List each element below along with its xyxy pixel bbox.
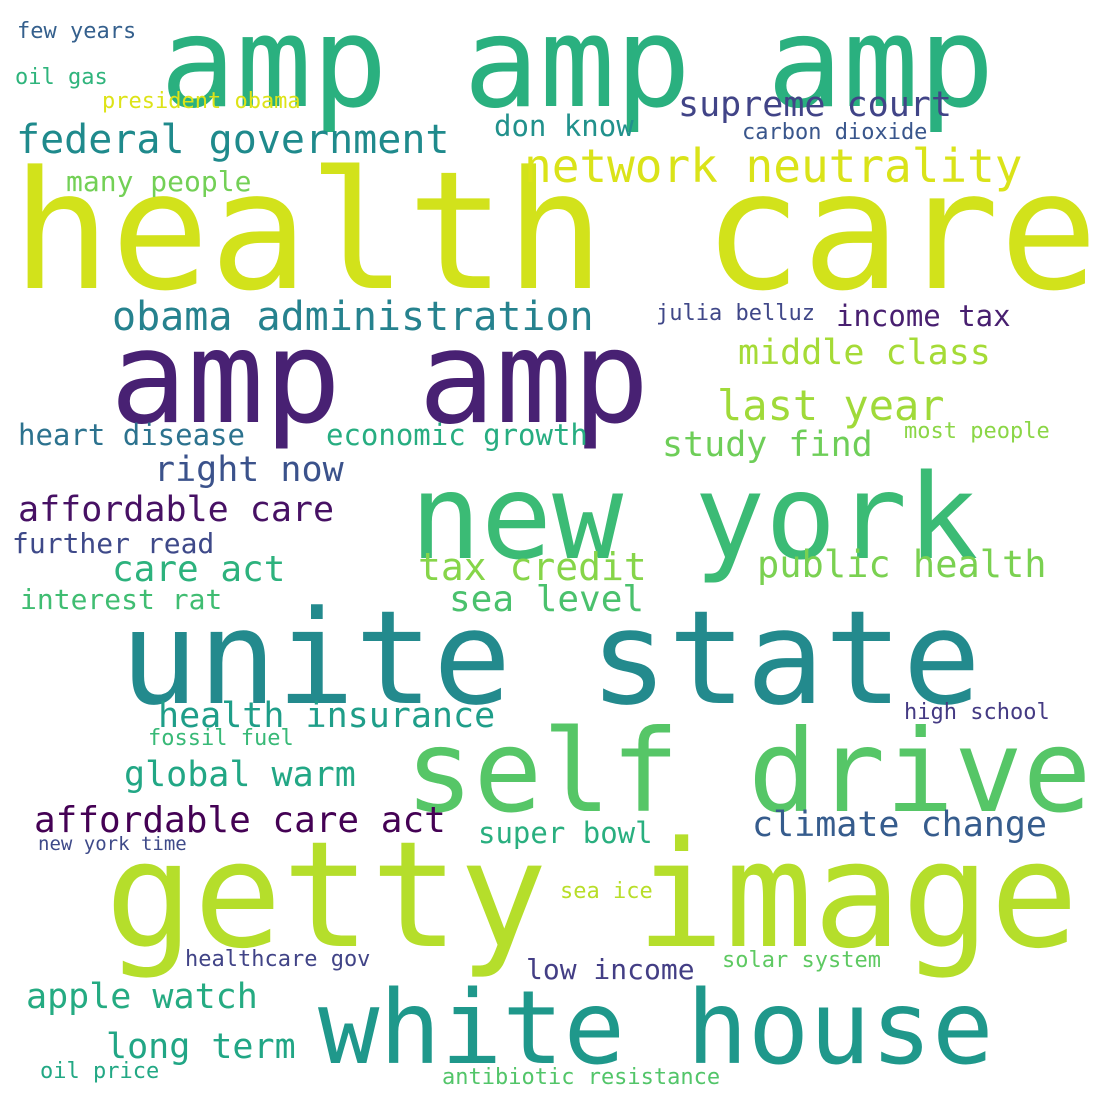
word-public-health: public health xyxy=(757,543,1047,586)
word-president-obama: president obama xyxy=(102,89,301,114)
word-carbon-dioxide: carbon dioxide xyxy=(742,120,928,145)
word-further-read: further read xyxy=(12,527,215,560)
word-health-insurance: health insurance xyxy=(158,696,496,736)
word-economic-growth: economic growth xyxy=(326,418,588,452)
word-unite-state: unite state xyxy=(120,582,981,734)
word-many-people: many people xyxy=(66,165,252,198)
word-obama-administration: obama administration xyxy=(112,294,594,340)
word-amp-amp: amp amp xyxy=(110,304,650,453)
word-most-people: most people xyxy=(904,419,1050,444)
word-amp-amp-amp: amp amp amp xyxy=(160,0,995,136)
word-climate-change: climate change xyxy=(752,805,1048,845)
word-fossil-fuel: fossil fuel xyxy=(148,726,294,751)
word-affordable-care: affordable care xyxy=(18,490,335,530)
word-heart-disease: heart disease xyxy=(18,418,245,452)
word-sea-ice: sea ice xyxy=(560,879,653,904)
word-tax-credit: tax credit xyxy=(418,545,647,589)
word-healthcare-gov: healthcare gov xyxy=(185,947,371,972)
word-affordable-care-act: affordable care act xyxy=(34,800,446,841)
word-supreme-court: supreme court xyxy=(678,85,952,125)
word-high-school: high school xyxy=(904,700,1050,725)
word-care-act: care act xyxy=(112,549,286,590)
word-super-bowl: super bowl xyxy=(478,816,653,850)
word-income-tax: income tax xyxy=(836,299,1011,333)
word-oil-gas: oil gas xyxy=(15,65,108,90)
word-antibiotic-resistance: antibiotic resistance xyxy=(442,1065,721,1090)
word-julia-belluz: julia belluz xyxy=(656,301,815,326)
word-few-years: few years xyxy=(17,19,137,44)
word-last-year: last year xyxy=(717,381,945,430)
word-getty-image: getty image xyxy=(105,810,1079,981)
word-oil-price: oil price xyxy=(40,1059,160,1084)
word-network-neutrality: network neutrality xyxy=(524,139,1023,193)
word-white-house: white house xyxy=(318,969,994,1088)
word-self-drive: self drive xyxy=(405,705,1092,838)
word-new-york-time: new york time xyxy=(38,833,187,855)
word-new-york: new york xyxy=(410,448,979,586)
word-right-now: right now xyxy=(154,450,344,490)
word-low-income: low income xyxy=(526,953,695,986)
word-interest-rat: interest rat xyxy=(20,583,223,616)
word-health-care: health care xyxy=(12,136,1099,327)
word-sea-level: sea level xyxy=(449,579,645,620)
word-federal-government: federal government xyxy=(16,117,450,163)
word-long-term: long term xyxy=(106,1027,296,1067)
word-solar-system: solar system xyxy=(722,948,881,973)
word-study-find: study find xyxy=(662,425,873,465)
word-middle-class: middle class xyxy=(738,333,991,373)
word-global-warm: global warm xyxy=(124,755,356,795)
word-apple-watch: apple watch xyxy=(26,977,258,1017)
word-don-know: don know xyxy=(494,109,634,143)
